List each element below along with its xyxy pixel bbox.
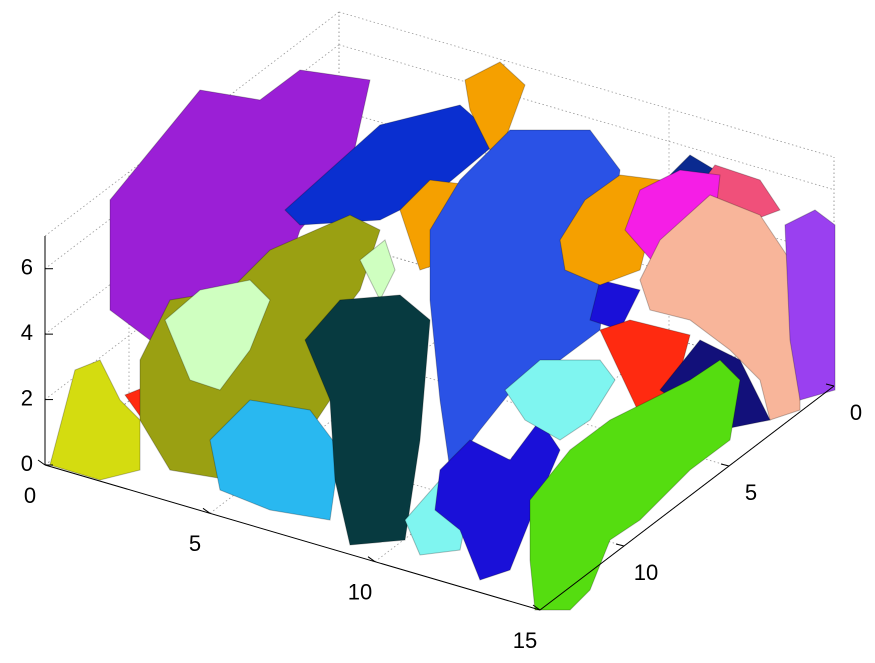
tick-mark (37, 459, 46, 466)
tick-mark (202, 507, 211, 514)
z-tick-label: 0 (21, 451, 33, 476)
tick-mark (720, 463, 730, 467)
x-tick-label: 10 (348, 579, 372, 604)
x-tick-label: 15 (513, 628, 537, 653)
voxel-region (304, 294, 431, 546)
voxel-region (284, 104, 501, 226)
voxel-region (49, 359, 141, 481)
voxel-region (359, 239, 396, 302)
tick-mark (367, 556, 376, 563)
z-tick-label: 4 (21, 320, 33, 345)
z-tick-label: 6 (21, 255, 33, 280)
voxel-region (784, 209, 836, 401)
y-axis (539, 385, 835, 611)
z-tick-label: 2 (21, 385, 33, 410)
x-axis (44, 464, 541, 611)
x-tick-label: 0 (24, 483, 36, 508)
voxel-regions (49, 61, 836, 611)
voxel-region (529, 359, 741, 611)
tick-mark (825, 383, 835, 387)
axes: 0 2 4 6 0 5 10 15 0 5 10 (21, 236, 862, 653)
voxel-region (639, 194, 801, 421)
voxel-region (504, 359, 616, 441)
y-tick-label: 10 (634, 560, 658, 585)
voxel-region (209, 399, 341, 521)
tick-mark (615, 543, 625, 547)
tick-mark (532, 604, 541, 611)
voxel-region (164, 279, 271, 391)
voxel-region (429, 129, 621, 472)
y-tick-label: 5 (745, 480, 757, 505)
x-tick-label: 5 (189, 531, 201, 556)
y-tick-label: 0 (850, 400, 862, 425)
